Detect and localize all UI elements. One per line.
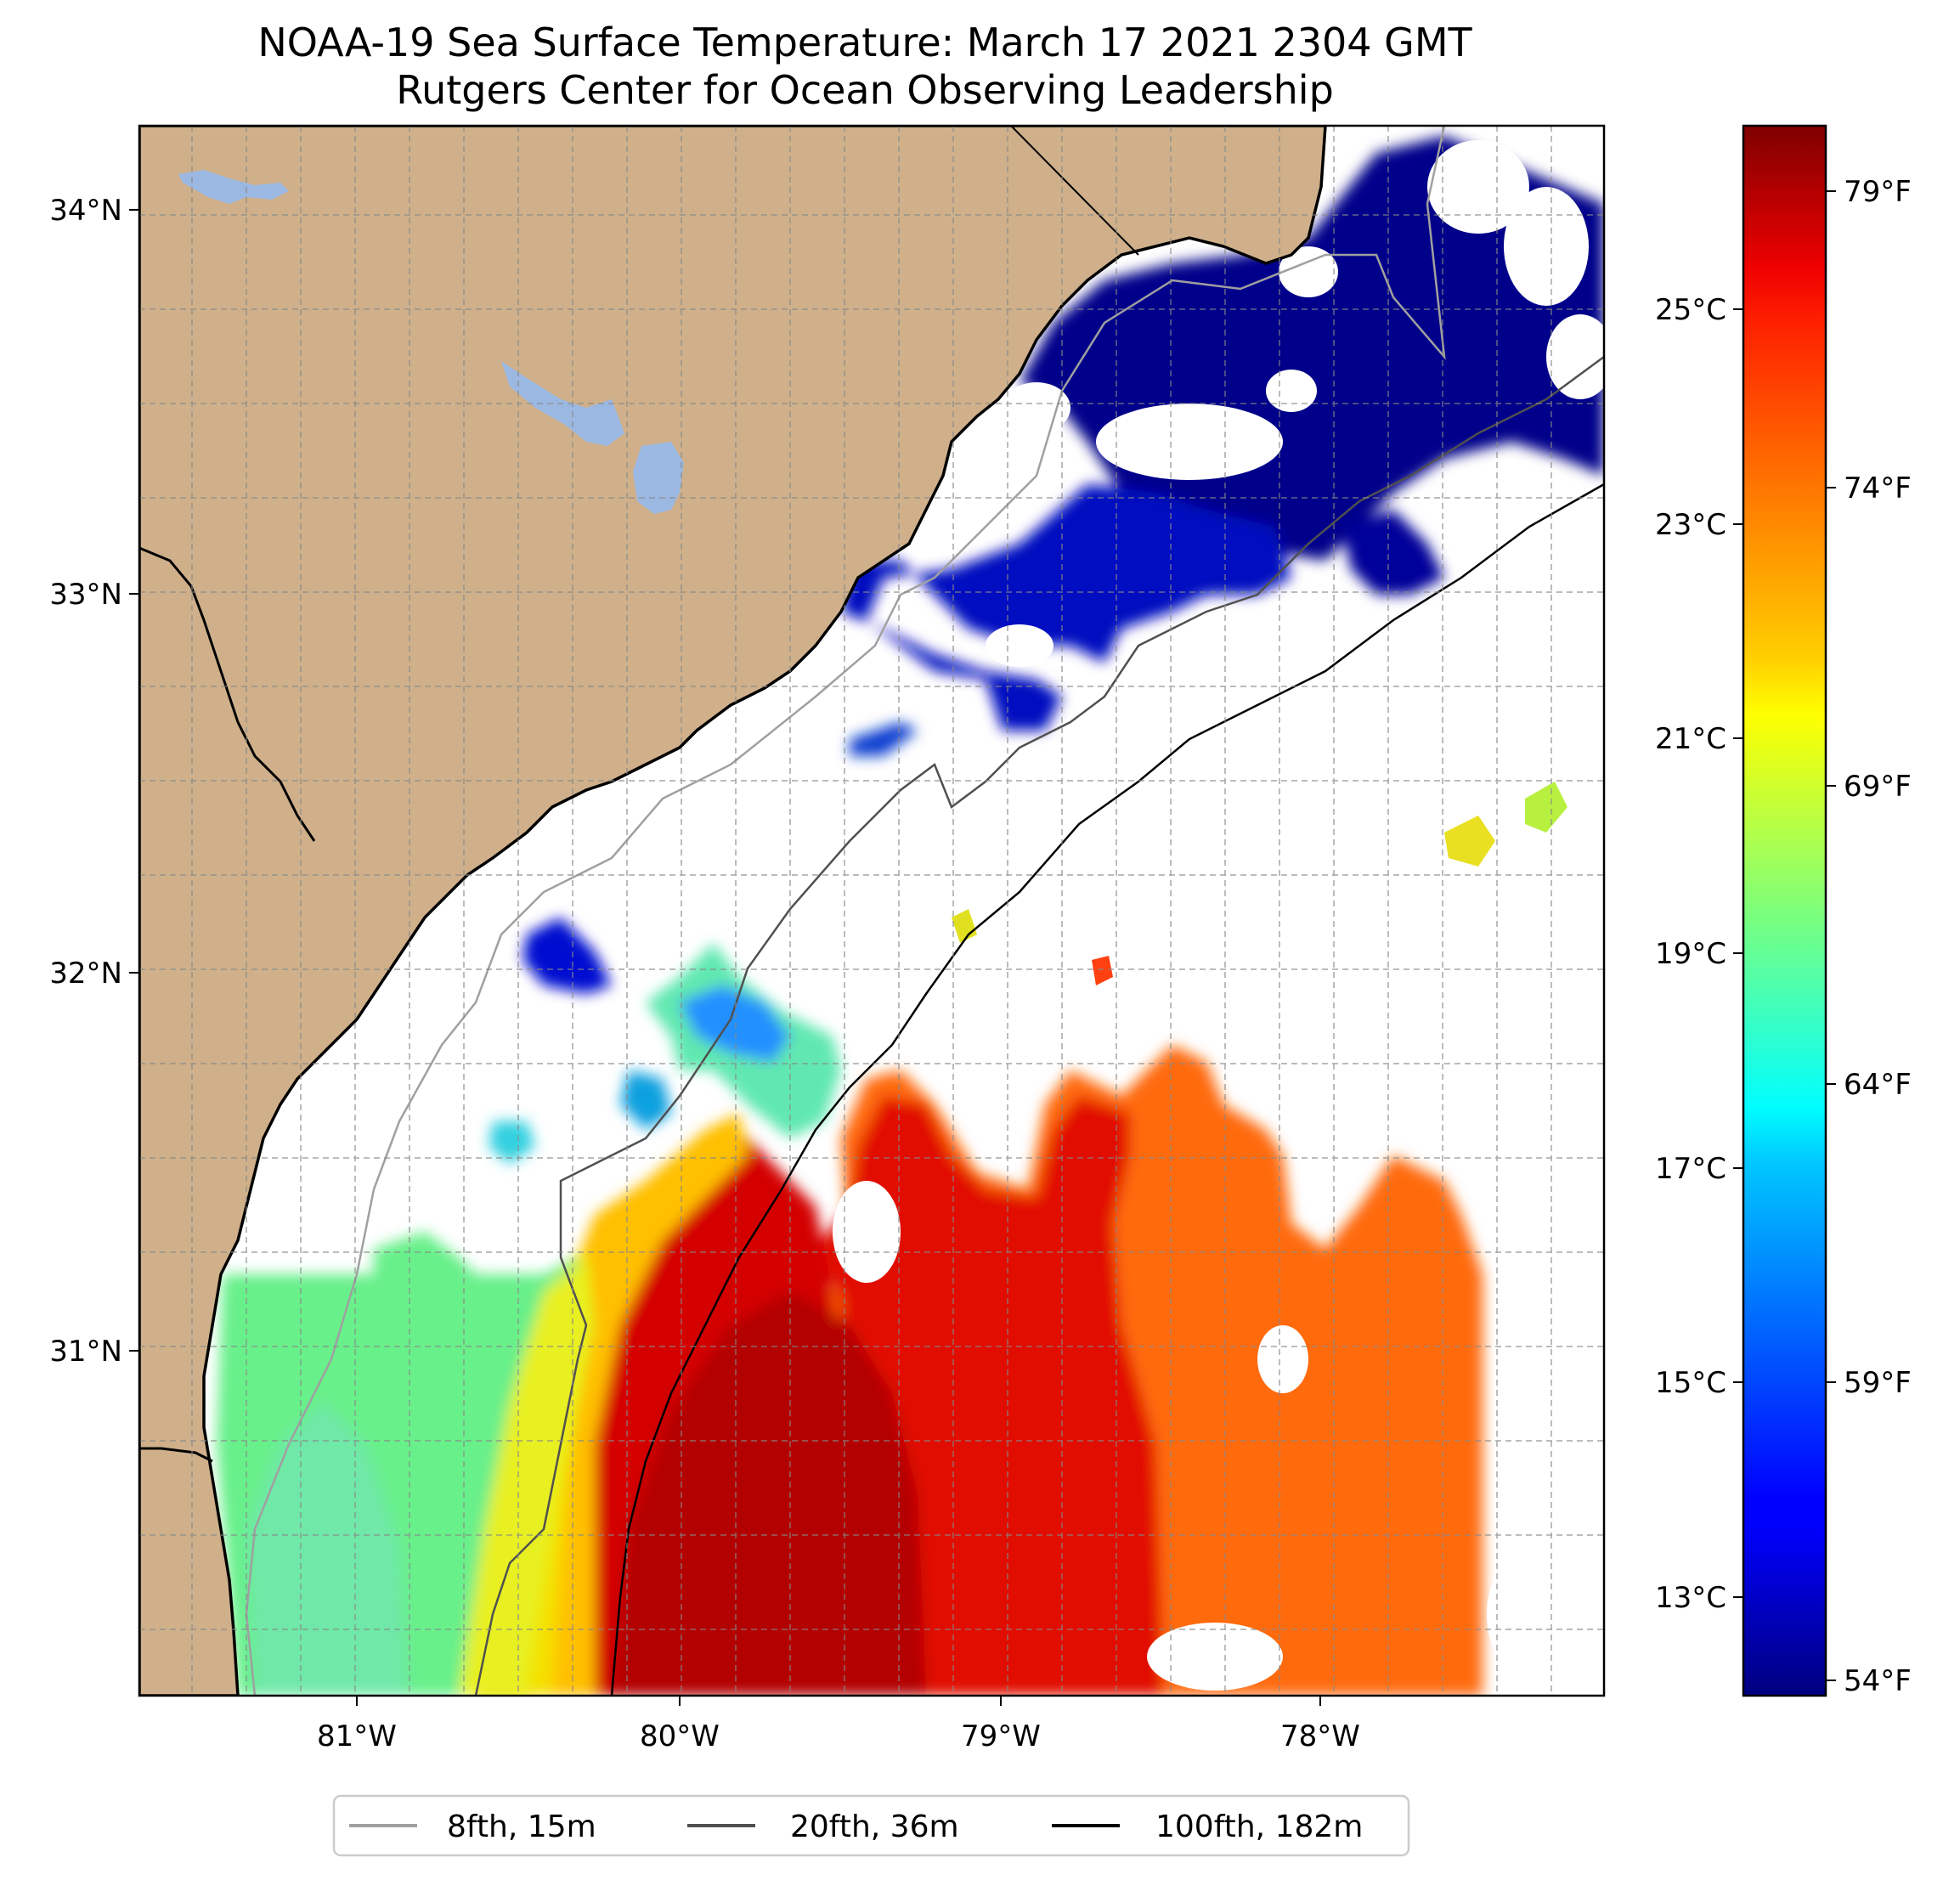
depth-contours — [245, 126, 1604, 1696]
fahrenheit-tick-69: 69°F — [1844, 770, 1912, 804]
fahrenheit-tick-74: 74°F — [1844, 471, 1912, 505]
lat-tick-33: 33°N — [49, 578, 122, 612]
legend-box — [332, 1794, 1410, 1857]
lon-tick-80: 80°W — [640, 1719, 720, 1753]
lat-tick-34: 34°N — [49, 194, 122, 228]
legend-label-20fth: 20fth, 36m — [790, 1809, 959, 1844]
celsius-tick-21: 21°C — [1655, 722, 1726, 756]
colorbar-gradient — [1742, 124, 1827, 1697]
sst-small-patches — [952, 782, 1567, 985]
state-boundary — [1010, 126, 1139, 256]
lon-tick-81: 81°W — [317, 1719, 397, 1753]
lon-tick-78: 78°W — [1280, 1719, 1360, 1753]
fahrenheit-tick-59: 59°F — [1844, 1366, 1912, 1400]
sst-mid-patches — [489, 722, 918, 1164]
map-panel — [139, 126, 1604, 1696]
colorbar: 25°C 23°C 21°C 19°C 17°C 15°C 13°C 79°F … — [1655, 124, 1912, 1698]
celsius-tick-19: 19°C — [1655, 937, 1726, 971]
celsius-tick-17: 17°C — [1655, 1152, 1726, 1186]
sst-shelf-region — [217, 1232, 595, 1696]
lon-axis: 81°W 80°W 79°W 78°W — [317, 1696, 1360, 1753]
contour-20fth — [474, 355, 1604, 1696]
fahrenheit-tick-54: 54°F — [1844, 1664, 1912, 1698]
legend-label-100fth: 100fth, 182m — [1155, 1809, 1363, 1844]
lake-moultrie — [633, 442, 684, 514]
lake-1 — [178, 170, 289, 204]
map-frame — [138, 124, 1606, 1697]
celsius-tick-25: 25°C — [1655, 293, 1726, 327]
lat-tick-31: 31°N — [49, 1335, 122, 1369]
lon-tick-79: 79°W — [961, 1719, 1041, 1753]
contour-8fth — [245, 126, 1446, 1696]
fahrenheit-tick-79: 79°F — [1844, 175, 1912, 209]
graticule — [139, 126, 1604, 1696]
contour-100fth — [610, 483, 1604, 1696]
title-line-2: Rutgers Center for Ocean Observing Leade… — [396, 67, 1334, 113]
celsius-tick-23: 23°C — [1655, 508, 1726, 542]
legend-label-8fth: 8fth, 15m — [447, 1809, 596, 1844]
celsius-tick-15: 15°C — [1655, 1366, 1726, 1400]
lat-axis: 34°N 33°N 32°N 31°N — [49, 194, 139, 1369]
state-boundary-south — [139, 1447, 213, 1463]
river-line — [139, 546, 316, 842]
lat-tick-32: 32°N — [49, 957, 122, 991]
legend: 8fth, 15m 20fth, 36m 100fth, 182m — [332, 1794, 1410, 1857]
title-line-1: NOAA-19 Sea Surface Temperature: March 1… — [257, 20, 1472, 65]
celsius-tick-13: 13°C — [1655, 1581, 1726, 1615]
fahrenheit-tick-64: 64°F — [1844, 1068, 1912, 1102]
